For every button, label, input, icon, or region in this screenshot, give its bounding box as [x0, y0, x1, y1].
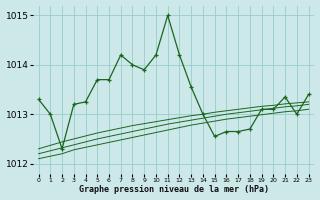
X-axis label: Graphe pression niveau de la mer (hPa): Graphe pression niveau de la mer (hPa) — [79, 185, 268, 194]
